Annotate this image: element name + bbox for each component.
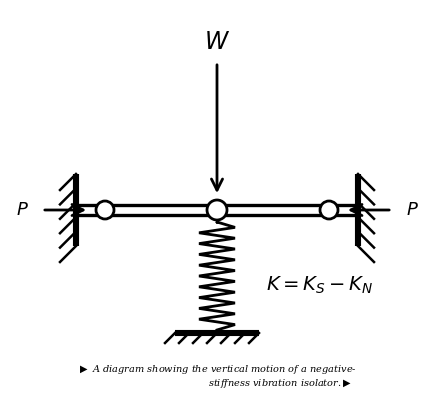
Circle shape	[320, 201, 338, 219]
Text: stiffness vibration isolator.$\blacktriangleright$: stiffness vibration isolator.$\blacktria…	[208, 377, 352, 390]
Text: $\blacktriangleright$ A diagram showing the vertical motion of a negative-: $\blacktriangleright$ A diagram showing …	[78, 364, 356, 377]
Text: $P$: $P$	[406, 201, 418, 219]
Text: $P$: $P$	[16, 201, 28, 219]
Circle shape	[96, 201, 114, 219]
Text: $W$: $W$	[204, 30, 230, 54]
Circle shape	[207, 200, 227, 220]
Text: $K = K_S - K_N$: $K = K_S - K_N$	[266, 274, 374, 296]
